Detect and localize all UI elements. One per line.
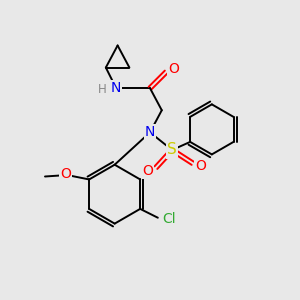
Text: Cl: Cl	[162, 212, 176, 226]
Text: H: H	[98, 83, 106, 96]
Text: N: N	[111, 81, 121, 95]
Text: S: S	[167, 142, 177, 158]
Text: O: O	[196, 159, 206, 173]
Text: O: O	[168, 62, 179, 76]
Text: O: O	[60, 167, 71, 182]
Text: N: N	[145, 125, 155, 139]
Text: O: O	[142, 164, 153, 178]
